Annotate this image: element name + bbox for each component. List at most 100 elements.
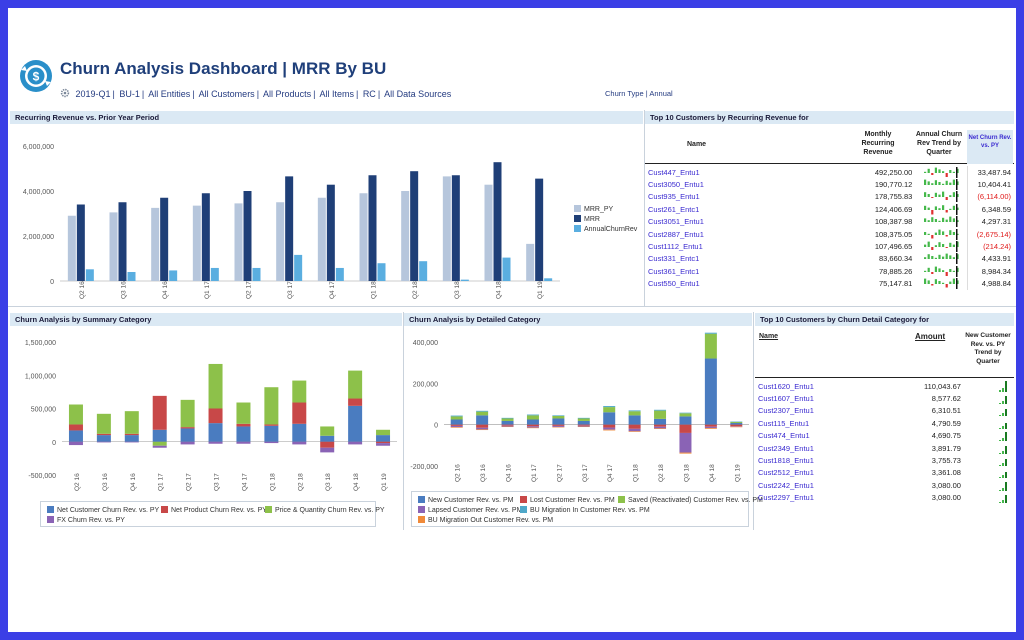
column-divider (753, 312, 754, 530)
customer-name-link[interactable]: Cust935_Entu1 (648, 192, 700, 202)
sparkline-bar (953, 171, 956, 173)
sparkline-marker (956, 191, 958, 203)
churn-type-selector[interactable]: Churn Type | Annual (605, 89, 673, 98)
sparkline-bar (953, 231, 956, 235)
bar-segment (348, 398, 363, 406)
table-row[interactable]: Cust935_Entu1 178,755.83 (6,114.00) (645, 190, 1014, 204)
table-row[interactable]: Cust2297_Entu1 3,080.00 (755, 492, 1014, 504)
table-row[interactable]: Cust2512_Entu1 3,361.08 (755, 467, 1014, 479)
table-row[interactable]: Cust3051_Entu1 108,387.98 4,297.31 (645, 215, 1014, 228)
customer-name-link[interactable]: Cust2349_Entu1 (758, 443, 814, 453)
sparkline-bar (935, 266, 938, 272)
filter-entities[interactable]: All Entities (148, 89, 191, 99)
table-row[interactable]: Cust2349_Entu1 3,891.79 (755, 442, 1014, 454)
table-row[interactable]: Cust2242_Entu1 3,080.00 (755, 479, 1014, 491)
customer-name-link[interactable]: Cust3050_Entu1 (648, 180, 704, 190)
customer-name-link[interactable]: Cust331_Entc1 (648, 254, 700, 264)
filter-customers[interactable]: All Customers (198, 89, 255, 99)
sparkline (998, 396, 1007, 405)
x-tick-label: Q4 17 (241, 473, 248, 491)
x-tick-label: Q4 16 (130, 473, 137, 491)
legend-swatch (574, 225, 581, 232)
table-row[interactable]: Cust1607_Entu1 8,577.62 (755, 392, 1014, 405)
bar-annualchurnrev (544, 278, 553, 281)
trend-sparkline (915, 178, 968, 191)
table-row[interactable]: Cust115_Entu1 4,790.59 (755, 417, 1014, 429)
table-row[interactable]: Cust474_Entu1 4,690.75 (755, 430, 1014, 442)
bar-segment (501, 426, 514, 428)
sparkline-marker (956, 228, 958, 240)
sparkline-bar (1004, 409, 1007, 417)
bar-segment (501, 417, 514, 419)
table-row[interactable]: Cust1620_Entu1 110,043.67 (755, 380, 1014, 392)
table-row[interactable]: Cust1818_Entu1 3,755.73 (755, 454, 1014, 467)
bar-segment (704, 427, 717, 429)
bar-segment (476, 415, 489, 425)
sparkline-bar (998, 427, 1001, 429)
filter-products[interactable]: All Products (263, 89, 312, 99)
customer-name-link[interactable]: Cust261_Entc1 (648, 204, 700, 214)
trend-sparkline (915, 166, 968, 178)
mrr-value: 108,375.05 (874, 229, 913, 239)
table-row[interactable]: Cust3050_Entu1 190,770.12 10,404.41 (645, 178, 1014, 191)
table-row[interactable]: Cust261_Entc1 124,406.69 6,348.59 (645, 203, 1014, 216)
filter-rc[interactable]: RC (362, 89, 376, 99)
sparkline-bar (1004, 445, 1007, 454)
customer-name-link[interactable]: Cust2297_Entu1 (758, 493, 814, 503)
top10-churn-header: Name Amount New Customer Rev. vs. PY Tre… (755, 328, 1014, 378)
sparkline (924, 241, 959, 253)
bar-mrr (451, 175, 460, 281)
table-row[interactable]: Cust550_Entu1 75,147.81 4,988.84 (645, 277, 1014, 290)
bar-segment (679, 424, 692, 433)
y-tick-label: -500,000 (28, 473, 56, 480)
table-row[interactable]: Cust361_Entc1 78,885.26 8,984.34 (645, 265, 1014, 278)
table-row[interactable]: Cust2307_Entu1 6,310.51 (755, 405, 1014, 417)
customer-name-link[interactable]: Cust115_Entu1 (758, 418, 810, 428)
customer-name-link[interactable]: Cust2307_Entu1 (758, 406, 814, 416)
churn-type-value[interactable]: Annual (649, 89, 673, 98)
y-tick-label: 4,000,000 (23, 189, 54, 196)
bar-segment (476, 427, 489, 430)
bar-segment (450, 415, 463, 417)
col-header-net-churn[interactable]: Net Churn Rev. vs. PY (967, 130, 1013, 164)
customer-name-link[interactable]: Cust2512_Entu1 (758, 468, 814, 478)
table-row[interactable]: Cust1112_Entu1 107,496.65 (214.24) (645, 240, 1014, 253)
customer-name-link[interactable]: Cust474_Entu1 (758, 431, 810, 441)
sparkline-bar (935, 245, 938, 248)
customer-name-link[interactable]: Cust3051_Entu1 (648, 217, 704, 227)
bar-segment (96, 413, 111, 434)
bar-segment (552, 424, 565, 426)
filter-data-sources[interactable]: All Data Sources (384, 89, 452, 99)
y-tick-label: 200,000 (413, 381, 438, 388)
sparkline-bar (945, 247, 949, 249)
customer-name-link[interactable]: Cust2242_Entu1 (758, 480, 814, 490)
detailed-category-chart: -200,000 0 200,000 400,000 Q2 16 Q3 16 Q4 16 Q1… (410, 332, 749, 482)
sparkline-bar (949, 216, 952, 223)
x-tick-label: Q4 18 (353, 473, 360, 491)
trend-sparkline (964, 492, 1014, 504)
trend-sparkline (964, 442, 1014, 454)
filter-period[interactable]: 2019-Q1 (75, 89, 111, 99)
customer-name-link[interactable]: Cust550_Entu1 (648, 279, 700, 289)
customer-name-link[interactable]: Cust2887_Entu1 (648, 229, 704, 239)
customer-name-link[interactable]: Cust1112_Entu1 (648, 242, 703, 252)
bar-segment (679, 432, 692, 453)
sparkline-bar (1004, 380, 1007, 392)
table-row[interactable]: Cust447_Entu1 492,250.00 33,487.94 (645, 166, 1014, 179)
table-row[interactable]: Cust2887_Entu1 108,375.05 (2,675.14) (645, 227, 1014, 241)
filter-items[interactable]: All Items (319, 89, 354, 99)
bar-annualchurnrev (169, 270, 178, 281)
table-row[interactable]: Cust331_Entc1 83,660.34 4,433.91 (645, 252, 1014, 266)
customer-name-link[interactable]: Cust1607_Entu1 (758, 394, 814, 404)
amount-value: 3,080.00 (931, 480, 961, 490)
x-tick-label: Q4 17 (329, 281, 336, 299)
bar-segment (526, 424, 539, 427)
customer-name-link[interactable]: Cust1620_Entu1 (758, 381, 814, 391)
gear-icon[interactable] (60, 88, 70, 98)
sparkline-bar (945, 219, 949, 223)
filter-bu[interactable]: BU-1 (119, 89, 140, 99)
bar-segment (476, 424, 489, 428)
customer-name-link[interactable]: Cust361_Entc1 (648, 266, 700, 276)
customer-name-link[interactable]: Cust1818_Entu1 (758, 456, 814, 466)
customer-name-link[interactable]: Cust447_Entu1 (648, 167, 700, 177)
